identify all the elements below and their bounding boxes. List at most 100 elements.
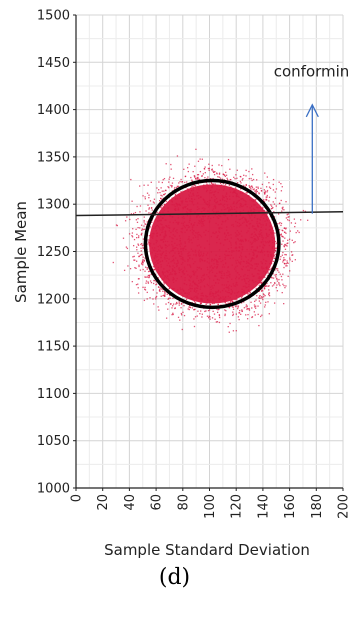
data-point <box>182 262 184 264</box>
data-point <box>155 242 158 244</box>
data-point <box>151 259 153 261</box>
data-point <box>206 240 208 242</box>
data-point <box>271 207 273 209</box>
data-point <box>235 283 237 286</box>
data-point <box>259 207 261 209</box>
data-point <box>181 200 184 202</box>
data-point <box>214 190 217 193</box>
data-point <box>180 253 183 255</box>
data-point <box>244 280 246 282</box>
data-point <box>266 176 268 178</box>
data-point <box>240 205 242 207</box>
data-point <box>148 194 150 196</box>
data-point <box>260 280 262 282</box>
data-point <box>251 219 253 222</box>
data-point <box>216 236 218 238</box>
data-point <box>202 216 205 218</box>
data-point <box>228 210 230 212</box>
data-point <box>142 259 144 261</box>
data-point <box>284 248 287 250</box>
data-point <box>270 263 272 265</box>
data-point <box>164 295 166 297</box>
data-point <box>165 245 167 247</box>
data-point <box>227 281 229 283</box>
y-tick-label: 1500 <box>37 9 70 24</box>
data-point <box>248 213 250 216</box>
data-point <box>269 215 272 218</box>
data-point <box>255 198 257 201</box>
data-point <box>155 283 158 285</box>
data-point <box>147 281 149 283</box>
data-point <box>192 299 194 301</box>
data-point <box>166 293 168 295</box>
data-point <box>235 202 238 205</box>
data-point <box>138 264 140 266</box>
data-point <box>204 215 206 217</box>
data-point <box>203 219 206 222</box>
data-point <box>162 288 164 290</box>
data-point <box>149 297 151 299</box>
data-point <box>152 289 154 291</box>
data-point <box>251 213 253 216</box>
data-point <box>254 214 256 217</box>
data-point <box>233 202 235 204</box>
data-point <box>275 286 277 289</box>
data-point <box>258 235 261 237</box>
data-point <box>248 170 250 173</box>
data-point <box>271 239 274 241</box>
data-point <box>204 200 206 202</box>
data-point <box>255 190 257 192</box>
data-point <box>188 197 190 200</box>
data-point <box>263 201 266 203</box>
data-point <box>205 202 207 204</box>
data-point <box>276 242 278 245</box>
data-point <box>266 267 268 270</box>
data-point <box>197 238 199 241</box>
data-point <box>236 265 239 267</box>
data-point <box>247 289 250 291</box>
data-point <box>180 191 182 193</box>
data-point <box>197 186 199 188</box>
data-point <box>155 255 157 257</box>
data-point <box>172 221 175 224</box>
data-point <box>215 282 217 284</box>
data-point <box>154 227 156 229</box>
data-point <box>200 219 202 222</box>
data-point <box>184 181 186 184</box>
data-point <box>152 227 154 230</box>
data-point <box>239 202 241 205</box>
data-point <box>178 193 180 196</box>
data-point <box>140 233 143 235</box>
data-point <box>151 221 153 223</box>
data-point <box>256 236 259 238</box>
data-point <box>283 257 285 259</box>
data-point <box>191 202 194 204</box>
data-point <box>179 240 182 242</box>
data-point <box>266 234 268 236</box>
data-point <box>235 195 238 198</box>
data-point <box>165 225 168 227</box>
data-point <box>207 167 210 170</box>
data-point <box>240 213 242 215</box>
data-point <box>187 170 189 173</box>
data-point <box>259 206 261 208</box>
data-point <box>174 194 177 196</box>
data-point <box>280 255 282 258</box>
data-point <box>273 203 276 205</box>
data-point <box>151 219 154 221</box>
data-point <box>162 295 164 297</box>
data-point <box>205 191 208 193</box>
data-point <box>189 239 191 241</box>
data-point <box>144 289 147 291</box>
data-point <box>140 224 143 226</box>
data-point <box>273 257 275 259</box>
data-point <box>188 254 190 257</box>
data-point <box>223 287 225 290</box>
data-point <box>236 230 239 232</box>
data-point <box>238 233 240 235</box>
data-point <box>186 167 189 169</box>
data-point <box>224 200 226 202</box>
data-point <box>218 227 220 229</box>
data-point <box>254 268 256 270</box>
data-point <box>272 183 274 186</box>
